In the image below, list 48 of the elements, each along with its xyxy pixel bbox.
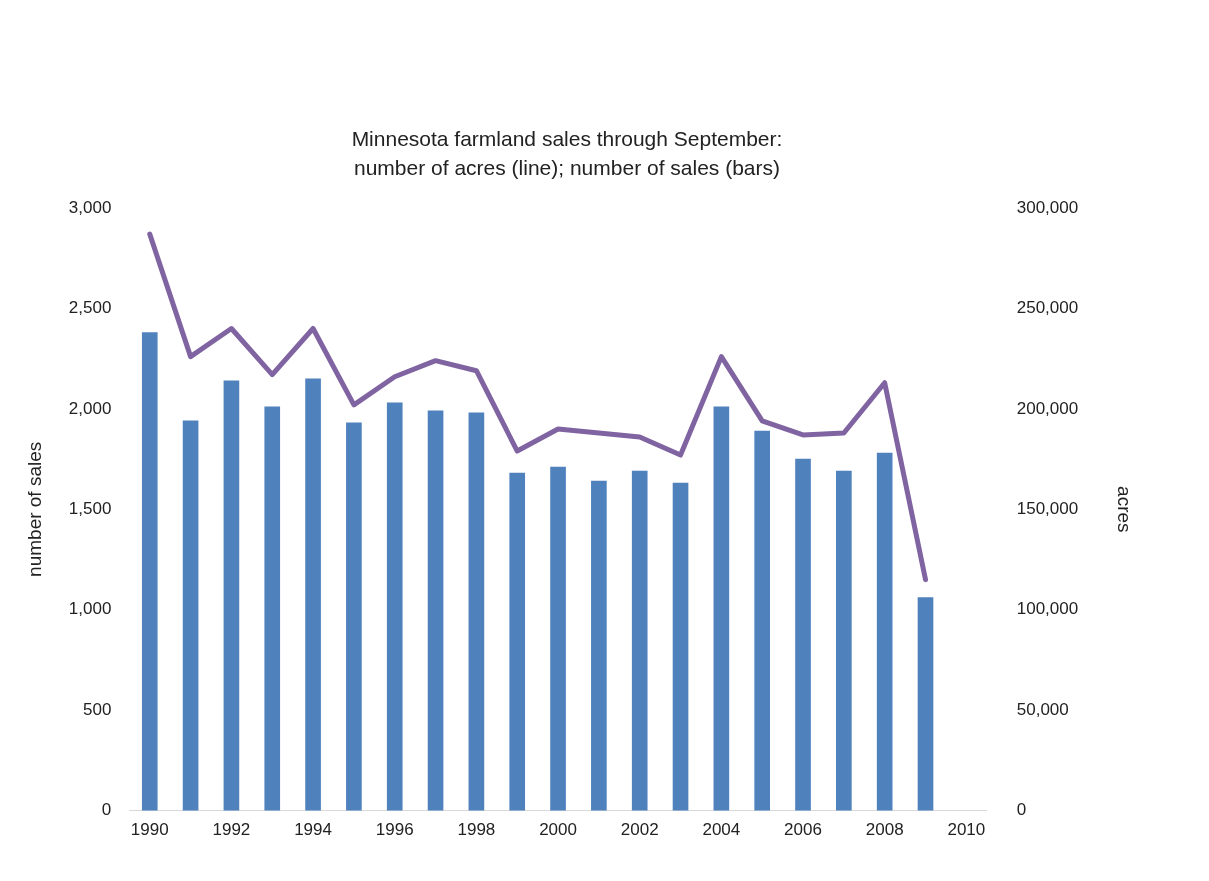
bar [713, 406, 730, 811]
x-tick-label: 2010 [947, 820, 986, 840]
y2-tick-label: 0 [1016, 800, 1027, 820]
y2-tick-label: 100,000 [1016, 599, 1079, 619]
bar [876, 452, 893, 811]
x-tick-label: 1994 [294, 820, 332, 840]
x-tick-label: 2004 [702, 820, 741, 840]
y-tick-label: 0 [101, 800, 112, 820]
bar [182, 420, 199, 811]
y-tick-label: 1,000 [68, 599, 112, 619]
bar [591, 480, 607, 811]
y2-tick-label: 50,000 [1016, 699, 1069, 719]
y2-tick-label: 250,000 [1016, 298, 1079, 318]
y-tick-label: 3,000 [68, 197, 112, 217]
y-tick-label: 1,500 [68, 498, 112, 518]
y-tick-label: 2,000 [68, 398, 112, 418]
x-tick-label: 1992 [212, 820, 251, 840]
bar [917, 597, 934, 811]
x-tick-label: 1990 [130, 820, 169, 840]
bar [305, 378, 321, 811]
bar [795, 458, 811, 811]
y2-axis-title: acres [1114, 486, 1136, 533]
x-tick-label: 2002 [620, 820, 659, 840]
bar [223, 380, 240, 811]
bar [427, 410, 444, 811]
y-axis-title: number of sales [23, 441, 45, 577]
bar [386, 402, 403, 811]
y-tick-label: 500 [82, 699, 112, 719]
x-tick-label: 1998 [457, 820, 496, 840]
x-tick-label: 1996 [375, 820, 414, 840]
bar [141, 332, 158, 811]
bar [672, 482, 689, 811]
bar [468, 412, 485, 811]
chart-title: Minnesota farmland sales through September: number of acres (line); number of sales (bars) [350, 126, 784, 181]
bar [264, 406, 281, 811]
y2-tick-label: 150,000 [1016, 498, 1079, 518]
x-tick-label: 2000 [539, 820, 577, 840]
bar [346, 422, 362, 811]
bar [754, 430, 771, 811]
bar [509, 472, 526, 811]
y2-tick-label: 300,000 [1016, 197, 1079, 217]
y2-tick-label: 200,000 [1016, 398, 1079, 418]
x-tick-label: 2006 [784, 820, 822, 840]
bar [550, 466, 566, 811]
x-tick-label: 2008 [865, 820, 904, 840]
y-tick-label: 2,500 [68, 298, 112, 318]
bar [631, 470, 648, 811]
bar [836, 470, 852, 811]
